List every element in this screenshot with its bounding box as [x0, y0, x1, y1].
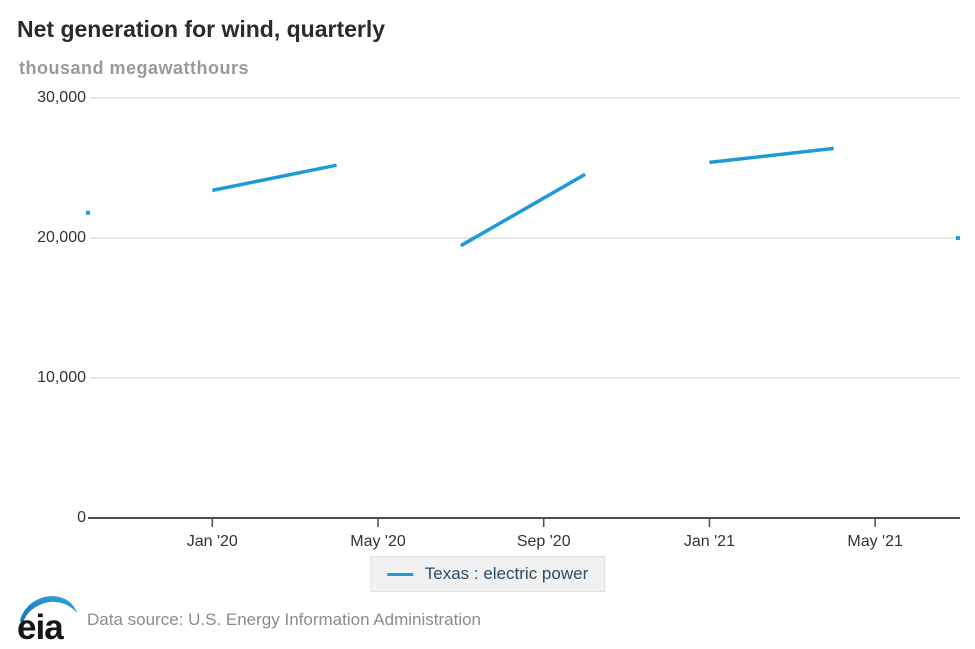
legend-label: Texas : electric power	[424, 564, 589, 583]
eia-logo-text: eia	[17, 608, 64, 643]
y-tick-label: 0	[77, 509, 86, 526]
x-tick-label: May '21	[847, 533, 903, 550]
eia-logo: eia	[17, 596, 77, 643]
x-tick-label: May '20	[350, 533, 406, 550]
x-tick-label: Sep '20	[516, 533, 571, 550]
eia-swoosh-icon	[20, 596, 77, 624]
data-source-text: Data source: U.S. Energy Information Adm…	[87, 610, 482, 629]
series-point[interactable]	[956, 236, 960, 240]
series-point[interactable]	[86, 210, 90, 215]
x-tick-label: Jan '20	[186, 533, 238, 550]
legend-item-texas-electric-power[interactable]: Texas : electric power	[369, 556, 606, 592]
y-tick-label: 10,000	[37, 369, 86, 386]
y-tick-label: 20,000	[37, 229, 86, 246]
series-line-segment[interactable]	[709, 146, 834, 165]
x-tick-label: Jan '21	[683, 533, 735, 550]
series-line-segment[interactable]	[211, 163, 337, 193]
legend-line-swatch	[386, 572, 413, 576]
series-line-segment[interactable]	[459, 172, 587, 248]
y-tick-label: 30,000	[37, 89, 86, 106]
page-title: Net generation for wind, quarterly	[17, 16, 386, 42]
chart-unit-label: thousand megawatthours	[19, 58, 250, 78]
